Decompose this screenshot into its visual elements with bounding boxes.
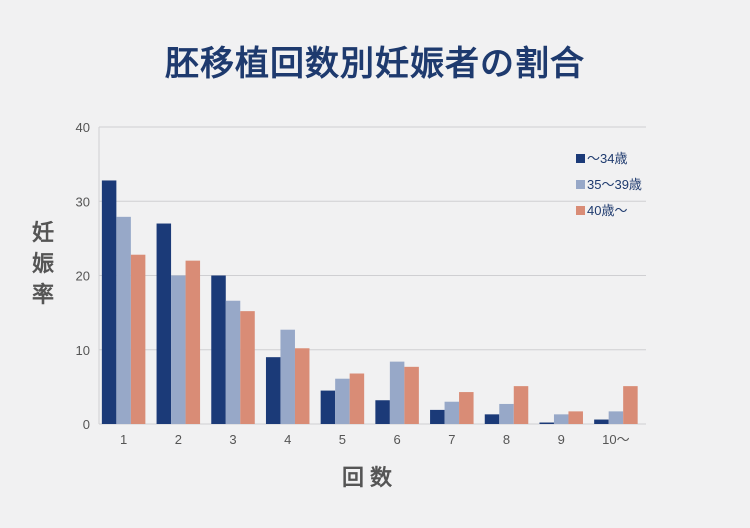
bar: [265, 357, 281, 424]
legend-label: 40歳〜: [587, 203, 627, 218]
y-tick-label: 20: [76, 269, 90, 284]
bar: [568, 411, 583, 424]
bar: [594, 419, 609, 424]
bar: [101, 180, 117, 424]
x-tick-labels: 1 2 3 4 5 6 7 8 9 10〜: [120, 432, 630, 447]
bar: [211, 275, 226, 424]
bar: [459, 392, 474, 424]
bar: [130, 254, 146, 424]
x-tick-label: 3: [229, 432, 236, 447]
y-tick-label: 10: [76, 343, 90, 358]
bar: [320, 390, 336, 424]
legend-swatch: [576, 154, 585, 163]
bar: [349, 373, 365, 424]
bar: [240, 311, 255, 424]
bar: [171, 275, 186, 424]
legend-label: 35〜39歳: [587, 177, 642, 192]
x-tick-label: 10〜: [602, 432, 629, 447]
x-tick-label: 8: [503, 432, 510, 447]
y-axis-label: 妊娠率: [31, 221, 54, 308]
bar: [444, 401, 460, 424]
bar: [116, 216, 131, 424]
bar: [280, 329, 295, 424]
x-tick-label: 5: [339, 432, 346, 447]
bar: [225, 300, 241, 424]
legend-swatch: [576, 180, 585, 189]
bar: [608, 411, 624, 424]
bar: [389, 361, 405, 424]
bar: [375, 400, 390, 424]
y-tick-label: 0: [83, 417, 90, 432]
bar: [623, 386, 638, 424]
bars: [101, 180, 638, 424]
x-tick-label: 7: [448, 432, 455, 447]
bar: [185, 260, 201, 424]
bar: [404, 366, 419, 424]
x-tick-label: 6: [393, 432, 400, 447]
bar: [539, 422, 554, 424]
x-tick-label: 2: [175, 432, 182, 447]
bar: [430, 409, 445, 424]
x-tick-label: 9: [558, 432, 565, 447]
x-tick-label: 1: [120, 432, 127, 447]
bar: [553, 414, 569, 424]
legend-swatch: [576, 206, 585, 215]
bar: [294, 348, 310, 424]
bar: [513, 386, 529, 424]
legend-label: 〜34歳: [587, 151, 627, 166]
x-tick-label: 4: [284, 432, 291, 447]
bar: [499, 403, 514, 424]
bar: [335, 378, 350, 424]
chart-title: 胚移植回数別妊娠者の割合: [165, 44, 585, 84]
legend: 〜34歳 35〜39歳 40歳〜: [576, 151, 642, 218]
x-axis-label: 回数: [341, 466, 398, 491]
y-tick-labels: 0 10 20 30 40: [76, 120, 90, 432]
bar: [484, 414, 500, 424]
y-tick-label: 30: [76, 194, 90, 209]
y-tick-label: 40: [76, 120, 90, 135]
bar: [156, 223, 172, 424]
